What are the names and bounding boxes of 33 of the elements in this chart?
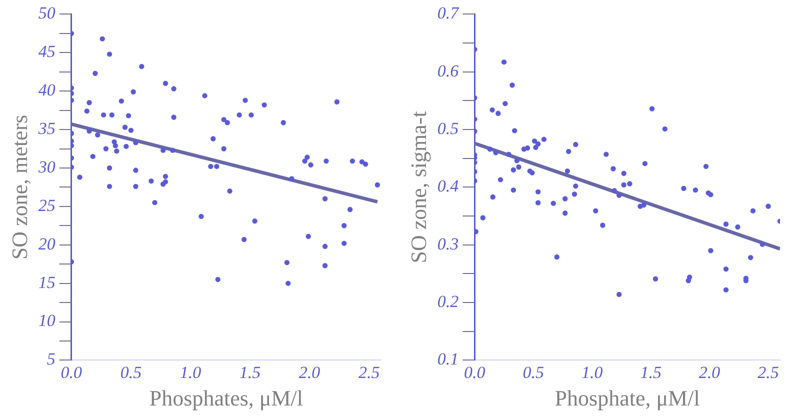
x-tick-label: 0.5 [120,362,142,382]
y-tick-label: 25 [38,196,56,215]
y-tick-label: 0.3 [437,234,459,254]
x-tick-label: 1.5 [239,362,261,382]
x-tick-label: 0.0 [464,362,486,382]
x-tick-label: 1.0 [581,362,604,382]
y-tick-label: 0.4 [437,176,460,196]
y-tick-label: 40 [38,80,56,100]
x-tick-label: 0.5 [522,362,544,382]
y-tick-label: 0.1 [437,350,459,369]
x-tick-label: 2.0 [698,362,721,382]
y-tick-label: 10 [38,311,56,330]
y-tick-label: 15 [38,272,56,292]
x-tick-label: 1.0 [180,362,202,382]
y-tick-label: 0.2 [437,292,460,311]
y-tick-label: 35 [37,119,56,138]
x-axis-title: Phosphates, μM/l [149,386,303,411]
y-tick-label: 50 [38,4,56,23]
y-axis-title: SO zone, sigma-t [406,111,431,264]
y-tick-label: 20 [38,234,56,254]
x-axis-title: Phosphate, μM/l [554,386,700,411]
y-tick-label: 45 [38,42,56,62]
y-tick-label: 30 [37,157,56,176]
x-tick-label: 2.5 [758,362,779,382]
y-tick-label: 0.7 [437,4,460,23]
x-tick-label: 2.5 [358,362,380,382]
x-tick-label: 0.0 [60,362,83,382]
y-axis-title: SO zone, meters [6,114,32,260]
x-tick-label: 1.5 [640,362,662,382]
y-tick-label: 5 [46,350,56,369]
y-tick-label: 0.5 [437,119,459,138]
x-tick-label: 2.0 [298,362,321,382]
y-tick-label: 0.6 [437,61,460,80]
